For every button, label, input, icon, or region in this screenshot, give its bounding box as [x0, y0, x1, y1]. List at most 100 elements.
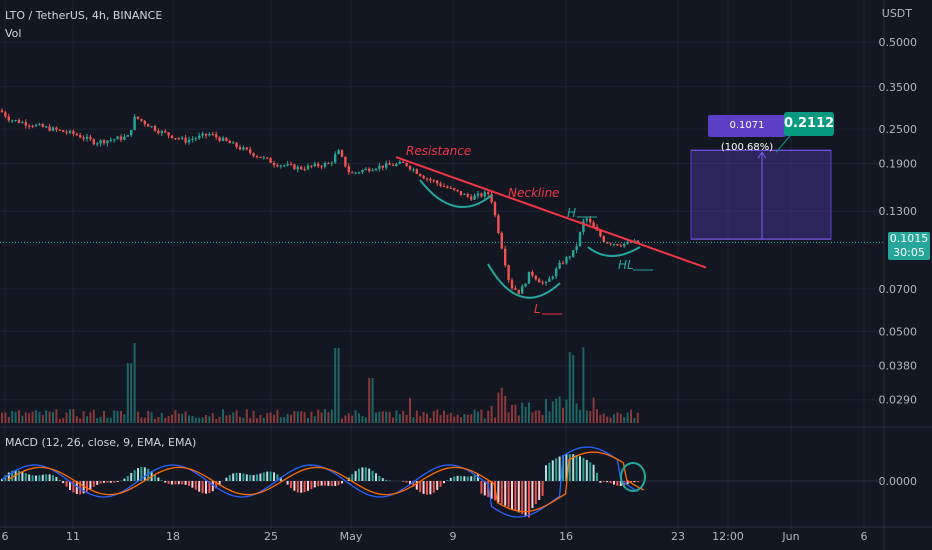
candle-body	[578, 232, 582, 247]
volume-bar	[35, 409, 37, 423]
candle-body	[347, 166, 350, 173]
candle-body	[456, 189, 459, 192]
macd-histogram-bar	[11, 470, 14, 481]
macd-histogram-bar	[415, 481, 418, 490]
macd-histogram-bar	[273, 472, 275, 481]
macd-histogram-bar	[405, 481, 408, 483]
macd-histogram-bar	[490, 481, 493, 499]
candle-body	[75, 133, 78, 136]
candle-body	[334, 154, 337, 163]
macd-histogram-bar	[429, 481, 432, 495]
volume-bar	[38, 411, 41, 423]
projection-target-label: 0.2112	[784, 112, 834, 136]
time-axis-label: 6	[2, 530, 9, 543]
volume-bar	[245, 409, 248, 423]
candle-body	[133, 116, 136, 130]
macd-histogram-bar	[4, 475, 7, 481]
macd-histogram-bar	[38, 475, 41, 481]
candle-body	[147, 124, 150, 127]
volume-bar	[320, 412, 323, 423]
candle-body	[541, 282, 544, 284]
candle-body	[24, 122, 27, 126]
candle-body	[242, 147, 245, 150]
candle-body	[544, 281, 548, 284]
candle-body	[585, 218, 588, 221]
candle-body	[385, 163, 388, 168]
macd-histogram-bar	[123, 478, 126, 481]
volume-bar	[300, 411, 303, 423]
volume-bar	[337, 348, 340, 423]
candle-body	[364, 168, 367, 171]
right-shoulder-arc	[587, 246, 641, 257]
candle-body	[136, 116, 140, 119]
candle-body	[623, 243, 626, 247]
candle-body	[85, 136, 89, 139]
volume-bar	[11, 411, 14, 423]
symbol-title[interactable]: LTO / TetherUS, 4h, BINANCE	[5, 9, 163, 22]
candle-body	[211, 134, 214, 136]
volume-bar	[184, 411, 187, 423]
volume-bar	[565, 399, 568, 423]
volume-bar	[113, 410, 116, 423]
macd-histogram-bar	[99, 481, 102, 484]
volume-bar	[551, 401, 554, 423]
price-axis-tick: 0.3500	[879, 81, 918, 94]
head-arc	[487, 263, 561, 299]
candle-body	[4, 112, 7, 117]
resistance-annotation: Resistance	[406, 144, 471, 158]
volume-bar	[480, 409, 483, 423]
price-axis-tick: 0.0700	[879, 283, 918, 296]
macd-histogram-bar	[473, 475, 476, 481]
volume-bar	[194, 417, 197, 423]
macd-legend[interactable]: MACD (12, 26, close, 9, EMA, EMA)	[5, 436, 197, 449]
volume-bar	[432, 411, 435, 423]
candle-body	[351, 172, 354, 174]
price-axis-tick: 0.0500	[879, 325, 918, 338]
volume-legend[interactable]: Vol	[5, 27, 22, 40]
volume-bar	[378, 411, 381, 423]
macd-histogram-bar	[616, 481, 619, 486]
volume-bar	[296, 411, 299, 423]
macd-histogram-bar	[194, 481, 197, 490]
candle-body	[221, 137, 225, 141]
volume-bar	[324, 409, 326, 423]
volume-bar	[72, 409, 75, 423]
candle-body	[527, 271, 531, 284]
candle-body	[218, 137, 221, 141]
macd-histogram-bar	[402, 481, 405, 482]
candle-body	[150, 126, 153, 128]
price-axis-tick: 0.1300	[879, 205, 918, 218]
macd-histogram-bar	[602, 481, 605, 483]
volume-bar	[602, 413, 605, 423]
macd-histogram-bar	[235, 472, 238, 481]
volume-bar	[99, 416, 102, 423]
candle-body	[164, 131, 167, 133]
macd-histogram-bar	[599, 481, 602, 483]
candle-body	[463, 194, 466, 196]
volume-bar	[120, 410, 122, 423]
volume-bar	[143, 417, 146, 423]
time-axis-label: 12:00	[712, 530, 744, 543]
volume-bar	[198, 417, 201, 423]
candle-body	[310, 165, 313, 167]
macd-histogram-bar	[449, 477, 452, 481]
candle-body	[62, 130, 65, 132]
candle-body	[286, 164, 289, 166]
candle-body	[619, 245, 622, 247]
macd-histogram-bar	[55, 476, 58, 481]
macd-histogram-bar	[636, 481, 639, 483]
candle-body	[398, 161, 401, 164]
macd-histogram-bar	[341, 481, 343, 484]
volume-bar	[371, 378, 374, 423]
time-axis-label: 25	[264, 530, 278, 543]
macd-histogram-bar	[579, 456, 581, 481]
macd-histogram-bar	[419, 481, 422, 493]
volume-bar	[266, 413, 269, 423]
macd-histogram-bar	[1, 478, 3, 481]
macd-histogram-bar	[208, 481, 211, 494]
macd-histogram-bar	[358, 468, 360, 481]
volume-bar	[405, 414, 408, 423]
candle-body	[524, 283, 527, 287]
candle-body	[521, 286, 524, 294]
macd-histogram-bar	[286, 481, 289, 485]
